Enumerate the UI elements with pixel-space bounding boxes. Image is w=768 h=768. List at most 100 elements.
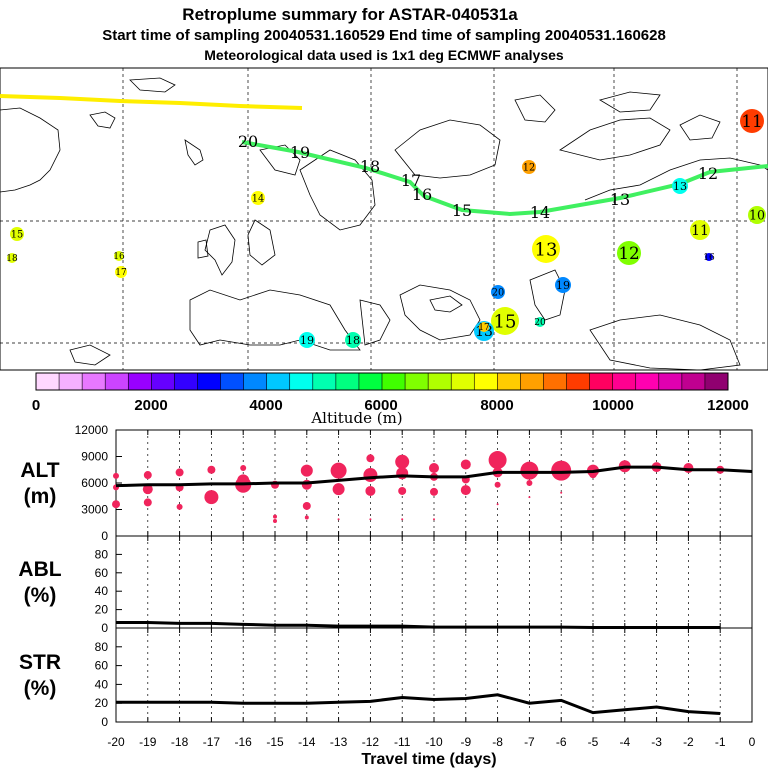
colorbar-cell — [105, 373, 129, 390]
altitude-bubble — [430, 487, 438, 496]
colorbar-cell — [335, 373, 360, 390]
cluster-label: 13 — [535, 239, 558, 260]
x-tick-label: -16 — [235, 735, 253, 749]
panel-abl: 0 20 40 60 80 ABL (%) — [18, 535, 753, 635]
colorbar-cells — [36, 373, 729, 390]
colorbar-cell — [428, 373, 452, 390]
colorbar-tick-label: 0 — [32, 397, 40, 414]
altitude-bubble — [526, 480, 533, 486]
x-tick-label: -18 — [171, 735, 189, 749]
met-data-note: Meteorological data used is 1x1 deg ECMW… — [204, 47, 564, 63]
altitude-bubble — [113, 472, 119, 479]
x-tick-label: -19 — [139, 735, 157, 749]
cluster-label: 18 — [346, 334, 360, 347]
altitude-bubble — [488, 451, 507, 470]
cluster-circle — [114, 251, 124, 261]
map-gridlines — [0, 68, 768, 370]
cluster-label: 16 — [703, 253, 715, 263]
colorbar-frame — [35, 372, 729, 391]
cluster-circle — [690, 220, 710, 240]
x-tick-label: -1 — [715, 735, 726, 749]
colorbar-tick-label: 12000 — [707, 397, 749, 414]
altitude-bubble — [207, 465, 216, 474]
colorbar-tick-label: 6000 — [364, 397, 397, 414]
map-frame — [0, 67, 768, 371]
colorbar-tick-label: 8000 — [480, 397, 513, 414]
cluster-label: 19 — [556, 279, 570, 292]
cluster-circle — [479, 322, 489, 332]
altitude-bubble — [496, 503, 499, 506]
altitude-bubble — [395, 454, 410, 469]
plume-path-label: 14 — [530, 203, 550, 222]
cluster-label: 12 — [618, 243, 639, 263]
x-tick-label: -5 — [588, 735, 599, 749]
x-axis-label: Travel time (days) — [361, 751, 496, 768]
cluster-circle — [115, 266, 127, 278]
altitude-bubble — [401, 518, 404, 521]
cluster-label: 15 — [11, 229, 23, 240]
colorbar-cell — [312, 373, 337, 390]
altitude-bubble — [366, 454, 375, 463]
altitude-bubble — [112, 500, 120, 509]
colorbar-cell — [36, 373, 60, 390]
x-tick-label: -9 — [460, 735, 471, 749]
colorbar-cell — [497, 373, 521, 390]
altitude-bubble — [142, 484, 153, 495]
altitude-bubble — [175, 468, 184, 477]
colorbar-cell — [451, 373, 475, 390]
y-tick-label: 60 — [95, 566, 109, 580]
colorbar-cell — [197, 373, 222, 390]
y-tick-label: 9000 — [81, 450, 108, 464]
cluster-label: 20 — [534, 318, 546, 328]
series-line — [116, 620, 721, 630]
x-tick-label: -8 — [492, 735, 503, 749]
cluster-circle — [7, 253, 17, 263]
x-tick-label: -15 — [266, 735, 284, 749]
colorbar-cell — [128, 373, 152, 390]
colorbar-cell — [220, 373, 245, 390]
median-altitude-line — [115, 465, 753, 488]
cluster-circle — [705, 253, 713, 261]
cluster-label: 12 — [523, 162, 535, 173]
colorbar-cell — [405, 373, 429, 390]
altitude-bubble — [337, 518, 340, 521]
altitude-bubble — [143, 471, 152, 480]
x-tick-label: -4 — [619, 735, 630, 749]
altitude-bubble — [460, 485, 471, 496]
panel-label: (%) — [24, 677, 57, 700]
panel-label: ALT — [20, 459, 59, 482]
coastlines — [0, 77, 768, 371]
altitude-bubble — [551, 460, 572, 481]
altitude-bubble — [460, 459, 471, 470]
plume-path-label: 13 — [610, 190, 630, 209]
panel-label: (%) — [24, 584, 57, 607]
colorbar-cell — [566, 373, 591, 390]
series-line — [116, 693, 721, 716]
cluster-label: 16 — [113, 252, 125, 262]
cluster-label: 17 — [478, 323, 490, 333]
time-series-panels: 030006000900012000ALT(m)020406080ABL(%)0… — [18, 423, 755, 768]
altitude-bubble — [494, 481, 501, 488]
plume-path-label: 19 — [290, 143, 310, 162]
page-title: Retroplume summary for ASTAR-040531a — [182, 5, 518, 24]
cluster-circle — [299, 332, 315, 348]
cluster-circle — [522, 160, 536, 174]
colorbar-cell — [543, 373, 568, 390]
cluster-circle — [740, 109, 764, 133]
altitude-bubble — [240, 464, 247, 471]
x-tick-label: 0 — [749, 735, 756, 749]
panel-label: (m) — [24, 485, 57, 508]
cluster-circle — [555, 277, 571, 293]
y-tick-label: 20 — [95, 603, 109, 617]
cluster-circle — [491, 285, 505, 299]
altitude-bubble — [363, 468, 378, 483]
colorbar-cell — [589, 373, 614, 390]
x-tick-label: -10 — [425, 735, 443, 749]
cluster-label: 11 — [741, 111, 762, 131]
altitude-bubble — [273, 514, 277, 519]
altitude-bubble — [332, 483, 345, 496]
